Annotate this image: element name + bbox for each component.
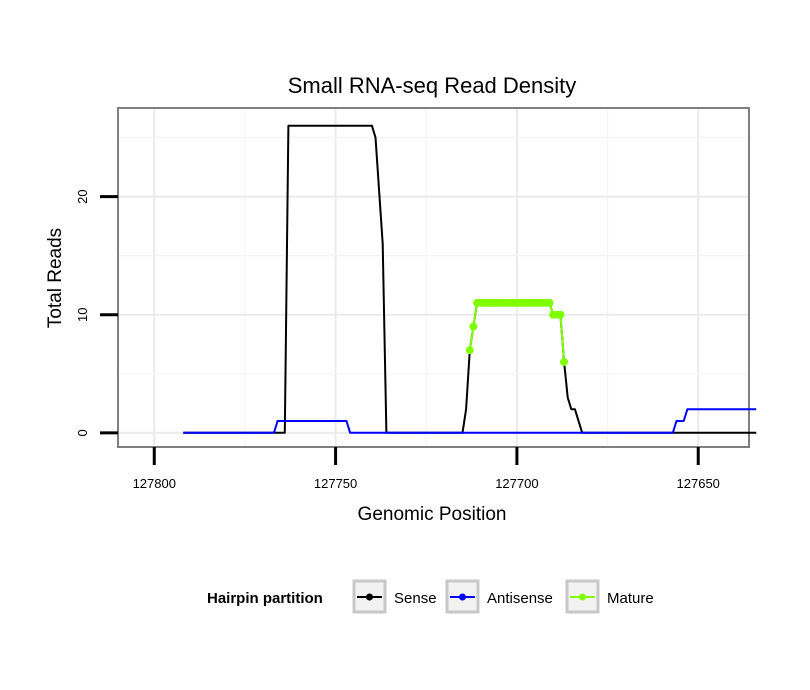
legend-label-mature: Mature bbox=[607, 590, 654, 607]
y-tick-label: 20 bbox=[75, 189, 90, 203]
mature-point bbox=[469, 322, 478, 331]
legend-label-antisense: Antisense bbox=[487, 590, 553, 607]
x-tick-label: 127700 bbox=[495, 476, 538, 491]
legend-key-point-mature bbox=[579, 593, 586, 601]
chart-title: Small RNA-seq Read Density bbox=[288, 73, 577, 98]
legend: Hairpin partition Sense Antisense Mature bbox=[207, 579, 654, 614]
mature-point bbox=[545, 298, 554, 307]
legend-label-sense: Sense bbox=[394, 590, 437, 607]
x-axis-label: Genomic Position bbox=[358, 504, 507, 525]
x-axis: 127800 127750 127700 127650 bbox=[133, 447, 720, 491]
antisense-line bbox=[183, 408, 757, 434]
x-tick-label: 127800 bbox=[133, 476, 176, 491]
y-axis: 0 10 20 bbox=[75, 189, 118, 436]
series-antisense bbox=[183, 408, 757, 434]
legend-title: Hairpin partition bbox=[207, 590, 323, 607]
y-axis-label: Total Reads bbox=[45, 228, 66, 328]
legend-entry-antisense: Antisense bbox=[445, 579, 553, 614]
grid-lines bbox=[119, 109, 748, 446]
mature-point bbox=[556, 310, 565, 319]
y-tick-label: 0 bbox=[75, 429, 90, 436]
legend-entries: Sense Antisense Mature bbox=[352, 579, 654, 614]
plot-panel bbox=[117, 107, 750, 448]
x-tick-label: 127750 bbox=[314, 476, 357, 491]
legend-entry-sense: Sense bbox=[352, 579, 437, 614]
y-tick-label: 10 bbox=[75, 307, 90, 321]
legend-entry-mature: Mature bbox=[565, 579, 654, 614]
series-mature bbox=[465, 298, 569, 366]
x-tick-label: 127650 bbox=[677, 476, 720, 491]
mature-point bbox=[560, 357, 569, 366]
mature-point bbox=[465, 346, 474, 355]
legend-key-point-sense bbox=[366, 593, 373, 601]
series-layer bbox=[183, 124, 757, 434]
legend-key-point-antisense bbox=[459, 593, 466, 601]
